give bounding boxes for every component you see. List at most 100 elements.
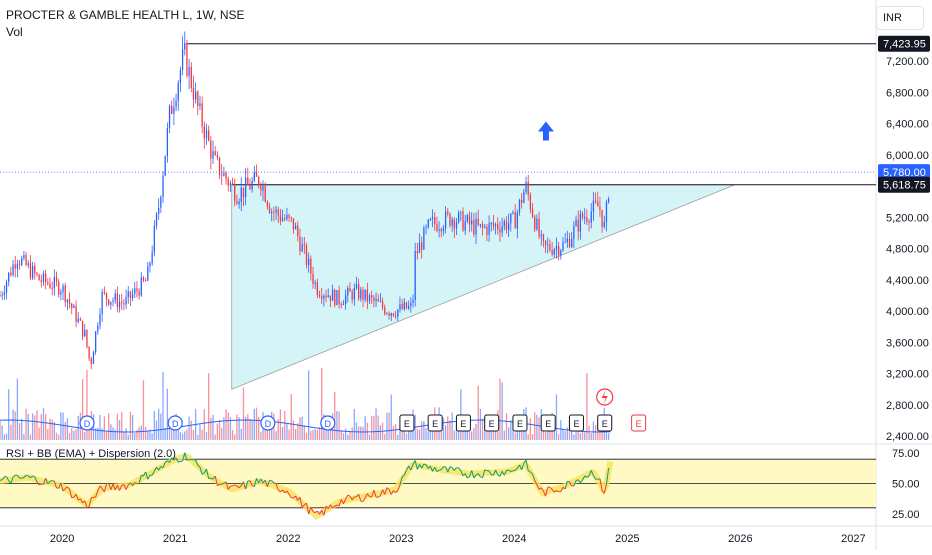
candle[interactable] (495, 224, 496, 226)
candle[interactable] (204, 126, 205, 138)
candle[interactable] (262, 186, 263, 191)
candle[interactable] (6, 282, 7, 293)
candle[interactable] (299, 236, 300, 251)
candle[interactable] (593, 201, 594, 212)
candle[interactable] (471, 220, 472, 224)
candle[interactable] (162, 176, 163, 197)
candle[interactable] (52, 288, 53, 289)
candle[interactable] (530, 195, 531, 210)
candle[interactable] (536, 219, 537, 230)
candle[interactable] (445, 212, 446, 229)
candle[interactable] (386, 313, 387, 314)
candle[interactable] (347, 288, 348, 295)
candle[interactable] (547, 244, 548, 245)
candle[interactable] (393, 313, 394, 315)
candle[interactable] (293, 218, 294, 229)
candle[interactable] (599, 206, 600, 210)
candle[interactable] (558, 246, 559, 255)
candle[interactable] (401, 304, 402, 309)
candle[interactable] (308, 259, 309, 265)
candle[interactable] (143, 277, 144, 280)
candle[interactable] (78, 319, 79, 322)
candle[interactable] (473, 220, 474, 234)
candle[interactable] (486, 227, 487, 235)
candle[interactable] (49, 284, 50, 288)
candle[interactable] (15, 264, 16, 268)
candle[interactable] (165, 156, 166, 176)
candle[interactable] (175, 101, 176, 107)
candle[interactable] (343, 304, 344, 305)
candle[interactable] (8, 273, 9, 282)
candle[interactable] (121, 302, 122, 303)
currency-selector[interactable]: INR (876, 6, 924, 30)
candle[interactable] (480, 224, 481, 225)
candle[interactable] (501, 226, 502, 233)
candle[interactable] (365, 290, 366, 300)
candle[interactable] (412, 300, 413, 303)
candle[interactable] (369, 295, 370, 301)
candle[interactable] (265, 186, 266, 202)
candle[interactable] (236, 201, 237, 204)
candle[interactable] (345, 295, 346, 304)
candle[interactable] (41, 280, 42, 282)
candle[interactable] (549, 244, 550, 250)
candle[interactable] (443, 228, 444, 231)
candle[interactable] (584, 217, 585, 218)
candle[interactable] (45, 273, 46, 282)
candle[interactable] (323, 296, 324, 299)
candle[interactable] (130, 291, 131, 298)
candle[interactable] (306, 245, 307, 265)
candle[interactable] (247, 178, 248, 186)
candle[interactable] (397, 310, 398, 317)
candle[interactable] (375, 299, 376, 301)
candle[interactable] (110, 302, 111, 305)
candle[interactable] (117, 294, 118, 307)
candle[interactable] (451, 219, 452, 225)
candle[interactable] (301, 244, 302, 251)
candle[interactable] (23, 255, 24, 258)
candle[interactable] (167, 128, 168, 156)
candle[interactable] (532, 209, 533, 216)
candle[interactable] (575, 220, 576, 226)
candle[interactable] (184, 43, 185, 50)
candle[interactable] (158, 208, 159, 214)
candle[interactable] (580, 214, 581, 232)
candle[interactable] (569, 239, 570, 247)
candle[interactable] (112, 300, 113, 301)
candle[interactable] (334, 290, 335, 305)
candle[interactable] (295, 226, 296, 230)
candle[interactable] (497, 224, 498, 229)
candle[interactable] (519, 200, 520, 213)
candle[interactable] (156, 214, 157, 226)
candle[interactable] (171, 106, 172, 114)
candle[interactable] (491, 223, 492, 224)
candle[interactable] (149, 263, 150, 266)
candle[interactable] (275, 209, 276, 212)
candle[interactable] (582, 214, 583, 218)
candle[interactable] (245, 178, 246, 197)
candle[interactable] (84, 330, 85, 336)
candle[interactable] (567, 239, 568, 242)
candle[interactable] (195, 92, 196, 100)
candle[interactable] (243, 188, 244, 197)
candle[interactable] (65, 286, 66, 303)
candle[interactable] (197, 92, 198, 106)
candle[interactable] (271, 212, 272, 213)
candle[interactable] (10, 273, 11, 275)
candle[interactable] (586, 217, 587, 221)
candle[interactable] (319, 295, 320, 296)
candle[interactable] (225, 173, 226, 179)
candle[interactable] (349, 288, 350, 292)
candle[interactable] (351, 292, 352, 300)
candle[interactable] (484, 227, 485, 228)
candle[interactable] (191, 67, 192, 88)
candle[interactable] (102, 292, 103, 314)
candle[interactable] (534, 217, 535, 230)
candle[interactable] (91, 359, 92, 364)
candle[interactable] (521, 200, 522, 203)
candle[interactable] (147, 266, 148, 280)
candle[interactable] (367, 290, 368, 302)
candle[interactable] (230, 183, 231, 186)
candle[interactable] (99, 314, 100, 326)
